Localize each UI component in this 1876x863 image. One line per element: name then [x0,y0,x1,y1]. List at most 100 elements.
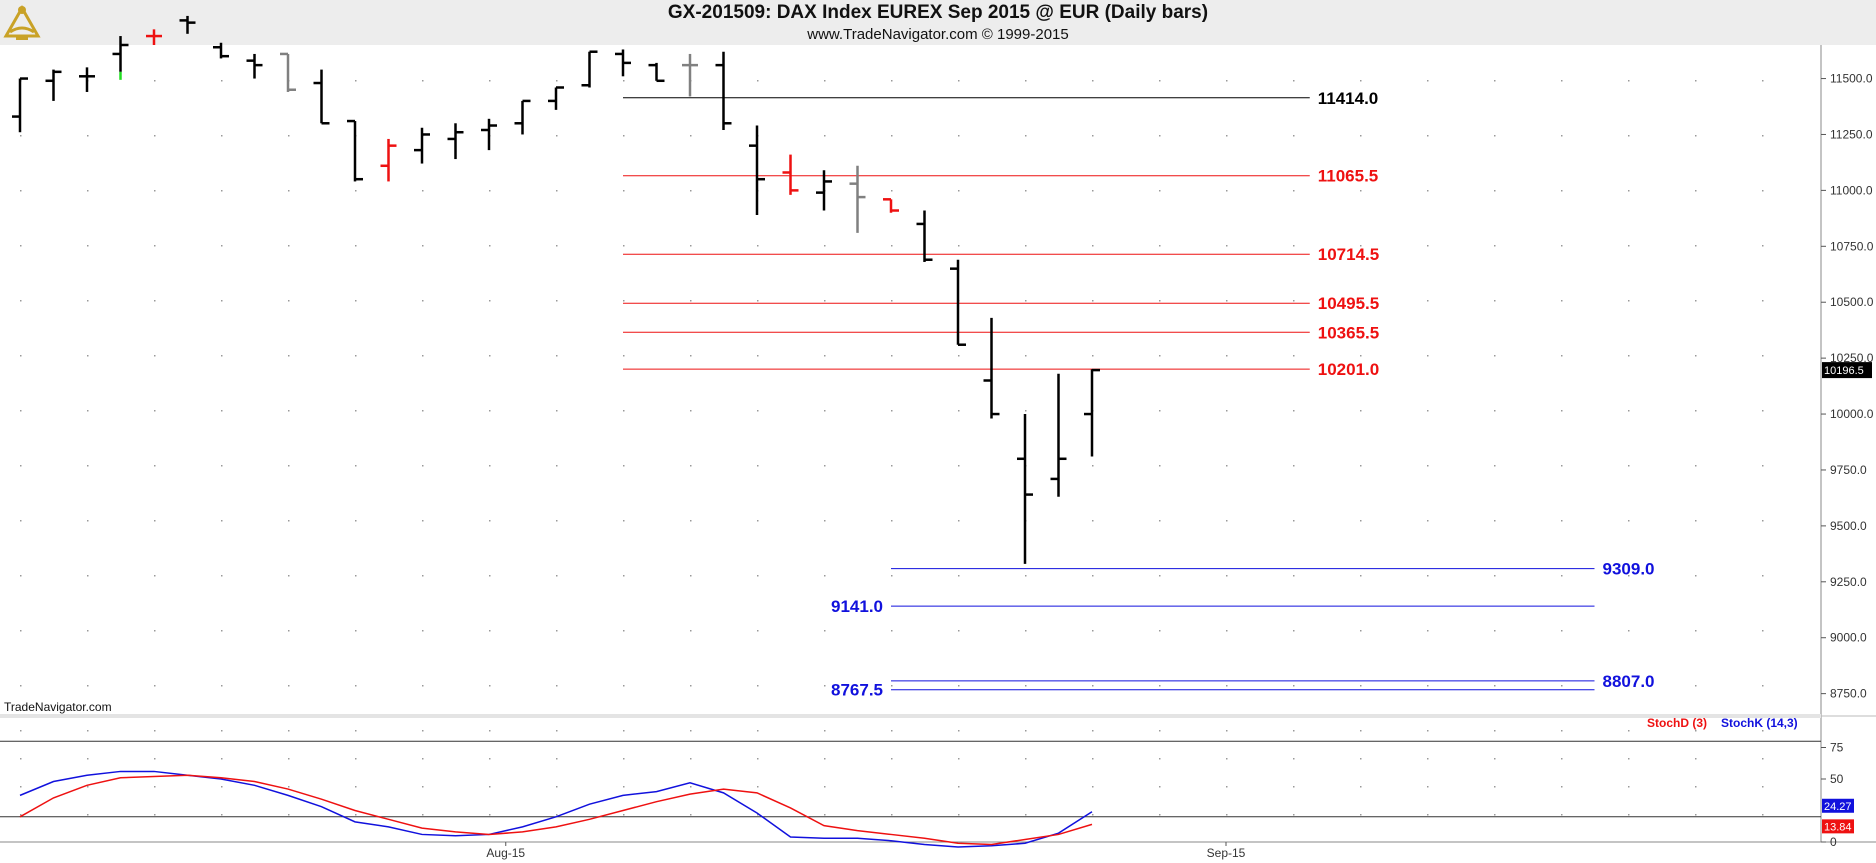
grid-dot [1360,575,1362,577]
grid-dot [221,758,223,760]
grid-dot [489,245,491,247]
grid-dot [1427,355,1429,357]
grid-dot [1695,245,1697,247]
grid-dot [1427,575,1429,577]
grid-dot [757,410,759,412]
grid-dot [1226,520,1228,522]
grid-dot [1360,410,1362,412]
grid-dot [20,575,22,577]
grid-dot [556,730,558,732]
grid-dot [556,630,558,632]
grid-dot [1494,730,1496,732]
grid-dot [1762,575,1764,577]
grid-dot [221,685,223,687]
grid-dot [1628,520,1630,522]
level-label: 10365.5 [1318,323,1379,342]
grid-dot [1293,575,1295,577]
grid-dot [1762,730,1764,732]
grid-dot [288,465,290,467]
grid-dot [1628,786,1630,788]
grid-dot [1293,410,1295,412]
grid-dot [690,135,692,137]
level-label: 10201.0 [1318,360,1379,379]
grid-dot [958,575,960,577]
grid-dot [1561,685,1563,687]
grid-dot [1092,758,1094,760]
grid-dot [891,355,893,357]
grid-dot [489,465,491,467]
grid-dot [1025,300,1027,302]
grid-dot [958,814,960,816]
grid-dot [1762,685,1764,687]
grid-dot [1226,630,1228,632]
grid-dot [1695,300,1697,302]
grid-dot [221,730,223,732]
grid-dot [1293,758,1295,760]
grid-dot [1695,355,1697,357]
grid-dot [1360,685,1362,687]
grid-dot [690,355,692,357]
grid-dot [1494,355,1496,357]
grid-dot [355,300,357,302]
grid-dot [1494,300,1496,302]
grid-dot [824,730,826,732]
stoch-value-label: 24.27 [1824,801,1852,813]
grid-dot [623,245,625,247]
grid-dot [20,355,22,357]
chart-header: GX-201509: DAX Index EUREX Sep 2015 @ EU… [0,0,1876,45]
grid-dot [288,685,290,687]
grid-dot [556,758,558,760]
grid-dot [1025,245,1027,247]
last-price-badge [1822,362,1872,379]
grid-dot [422,575,424,577]
grid-dot [1226,190,1228,192]
grid-dot [757,758,759,760]
ohlc-bar [615,49,631,77]
grid-dot [154,730,156,732]
grid-dot [288,245,290,247]
grid-dot [1092,135,1094,137]
grid-dot [1494,758,1496,760]
grid-dot [556,520,558,522]
grid-dot [422,786,424,788]
grid-dot [1427,814,1429,816]
grid-dot [623,630,625,632]
grid-dot [1360,520,1362,522]
grid-dot [87,410,89,412]
grid-dot [355,786,357,788]
grid-dot [1628,135,1630,137]
ohlc-bar [447,123,464,160]
grid-dot [221,80,223,82]
grid-dot [154,135,156,137]
stoch-tick-label: 50 [1830,772,1844,786]
grid-dot [556,135,558,137]
grid-dot [1360,758,1362,760]
grid-dot [1360,730,1362,732]
ohlc-bar [782,154,799,195]
grid-dot [1025,135,1027,137]
grid-dot [1628,814,1630,816]
grid-dot [1092,300,1094,302]
grid-dot [958,190,960,192]
grid-dot [690,465,692,467]
grid-dot [1628,685,1630,687]
grid-dot [1762,465,1764,467]
grid-dot [1695,575,1697,577]
ohlc-bar [1084,368,1100,457]
grid-dot [221,190,223,192]
grid-dot [422,80,424,82]
grid-dot [87,465,89,467]
grid-dot [154,300,156,302]
grid-dot [1561,575,1563,577]
grid-dot [824,520,826,522]
grid-dot [1628,190,1630,192]
grid-dot [1159,520,1161,522]
grid-dot [757,465,759,467]
grid-dot [489,630,491,632]
ohlc-bar [414,127,430,164]
grid-dot [221,465,223,467]
grid-dot [422,685,424,687]
grid-dot [20,245,22,247]
grid-dot [1092,355,1094,357]
grid-dot [958,758,960,760]
